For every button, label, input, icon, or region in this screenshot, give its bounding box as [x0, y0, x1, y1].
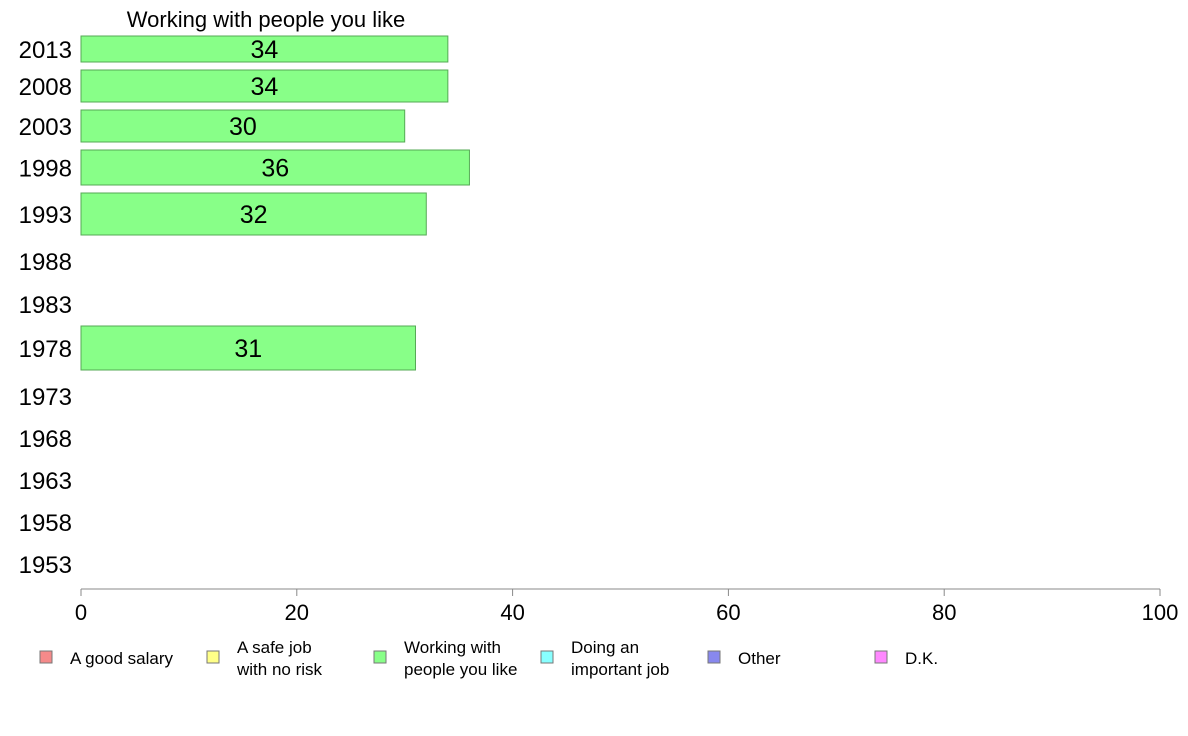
y-tick-label: 1983: [19, 292, 72, 319]
legend-label: important job: [571, 660, 669, 679]
legend-swatch: [874, 650, 888, 664]
bar-value-label: 31: [234, 335, 262, 363]
legend-label: with no risk: [236, 660, 323, 679]
legend-label: Other: [738, 649, 781, 668]
legend-label: people you like: [404, 660, 517, 679]
x-tick-label: 20: [285, 600, 309, 625]
legend-label: A good salary: [70, 649, 174, 668]
bar-value-label: 30: [229, 113, 257, 141]
bar-value-label: 36: [261, 155, 289, 183]
x-tick-label: 80: [932, 600, 956, 625]
y-tick-label: 1963: [19, 468, 72, 495]
bar: [80, 192, 427, 236]
y-tick-label: 2008: [19, 74, 72, 101]
bar-value-label: 34: [251, 36, 279, 64]
x-tick-label: 60: [716, 600, 740, 625]
bar-value-label: 34: [251, 73, 279, 101]
y-tick-label: 1958: [19, 510, 72, 537]
y-tick-label: 2013: [19, 37, 72, 64]
y-tick-label: 1988: [19, 249, 72, 276]
x-tick-label: 100: [1142, 600, 1179, 625]
legend-swatch: [707, 650, 721, 664]
legend-label: Working with: [404, 638, 501, 657]
legend-swatch: [373, 650, 387, 664]
legend-swatch: [39, 650, 53, 664]
legend-swatch: [206, 650, 220, 664]
bar-value-label: 32: [240, 201, 268, 229]
y-tick-label: 1978: [19, 336, 72, 363]
y-tick-label: 1973: [19, 384, 72, 411]
x-tick-label: 40: [500, 600, 524, 625]
y-tick-label: 1993: [19, 202, 72, 229]
legend-label: D.K.: [905, 649, 938, 668]
legend-label: A safe job: [237, 638, 312, 657]
legend-label: Doing an: [571, 638, 639, 657]
legend: A good salary A safe job with no risk Worki…: [39, 638, 938, 679]
y-tick-label: 2003: [19, 114, 72, 141]
y-tick-label: 1968: [19, 426, 72, 453]
chart-title: Working with people you like: [127, 7, 405, 32]
bar: [80, 35, 449, 63]
bar: [80, 325, 416, 371]
legend-swatch: [540, 650, 554, 664]
bar: [80, 149, 470, 186]
y-axis-labels: 2013 2008 2003 1998 1993 1988 1983 1978 1973 1968…: [19, 37, 72, 579]
y-tick-label: 1998: [19, 156, 72, 183]
bar: [80, 69, 449, 103]
y-tick-label: 1953: [19, 552, 72, 579]
bar: [80, 109, 406, 143]
x-tick-label: 0: [75, 600, 87, 625]
x-axis: 0 20 40 60 80 100: [75, 588, 1179, 625]
